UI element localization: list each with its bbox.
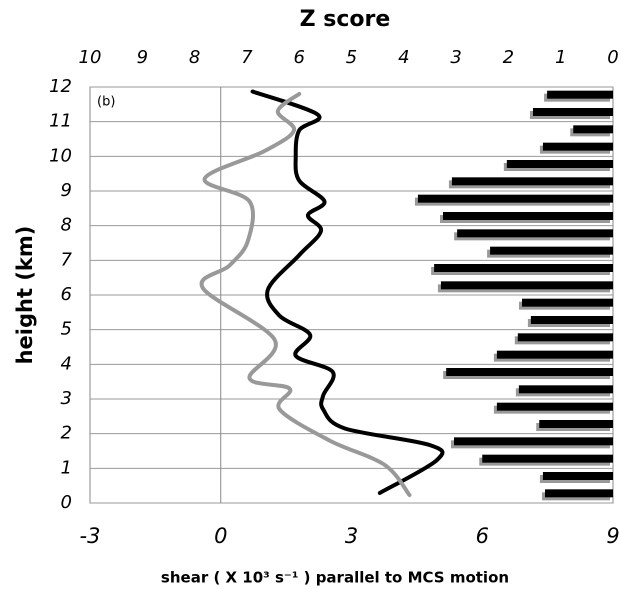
bar [496,402,613,411]
top-tick-label: 10 [79,47,102,68]
y-tick-label: 6 [61,284,72,305]
bar [457,229,613,238]
bar [530,316,613,324]
y-tick-label: 7 [61,249,73,270]
y-tick-label: 0 [61,492,72,513]
bar [417,194,613,203]
bar [542,472,613,480]
bar [518,385,613,394]
top-tick-label: 7 [241,47,253,68]
bar [517,333,613,342]
top-tick-label: 3 [450,47,461,68]
y-tick-label: 10 [49,145,72,166]
y-tick-label: 5 [61,319,72,340]
bar [506,160,613,168]
top-tick-label: 4 [398,47,409,68]
bar [545,489,613,498]
x-tick-label: 3 [345,524,358,548]
x-tick-label: 9 [606,524,619,548]
line [250,89,445,495]
y-tick-label: 11 [49,111,72,132]
bar [482,454,613,463]
bar [454,437,613,446]
y-tick-label: 4 [61,353,72,374]
panel-label: (b) [97,95,115,110]
bar [521,298,613,307]
y-tick-label: 1 [61,457,72,478]
y-axis-title: height (km) [13,226,37,365]
bar [434,264,613,272]
bar [547,90,613,99]
top-tick-label: 0 [607,47,618,68]
top-tick-label: 5 [346,47,357,68]
top-axis-title: Z score [300,7,391,32]
top-tick-label: 2 [503,47,514,68]
top-tick-label: 6 [293,47,304,68]
x-tick-label: -3 [80,524,101,548]
line [199,91,412,498]
x-axis-title: shear ( X 10³ s⁻¹ ) parallel to MCS moti… [161,569,509,587]
top-tick-label: 8 [189,47,200,68]
bar [490,246,613,255]
bar [496,350,613,359]
bar [446,368,613,376]
bar [539,420,613,428]
bar [440,281,613,290]
bar [443,212,613,220]
y-tick-label: 9 [61,180,72,201]
y-tick-label: 3 [61,388,72,409]
y-tick-label: 2 [61,423,72,444]
bar [532,108,613,116]
y-tick-label: 12 [49,76,72,97]
bar [542,142,613,151]
bar [451,177,613,186]
y-tick-label: 8 [61,215,72,236]
x-tick-label: 6 [476,524,489,548]
top-tick-label: 1 [555,47,566,68]
top-tick-label: 9 [137,47,148,68]
bar [573,125,613,134]
x-tick-label: 0 [214,524,227,548]
